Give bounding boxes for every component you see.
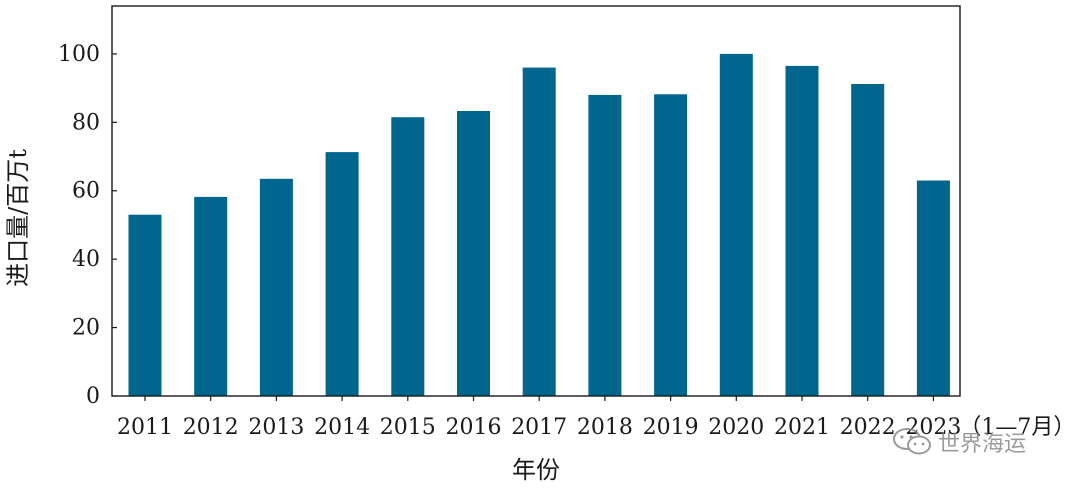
bar-2018 — [588, 94, 622, 397]
bar-2013 — [259, 178, 293, 396]
bar-2017 — [522, 67, 556, 396]
y-tick-label-40: 40 — [72, 247, 100, 272]
x-tick-label-suffix: （1—7月） — [959, 415, 1075, 440]
bar-2023 — [916, 180, 950, 396]
y-tick-label-20: 20 — [72, 316, 100, 341]
x-tick-label-2016: 2016 — [446, 415, 502, 440]
y-tick-label-100: 100 — [58, 42, 100, 67]
x-axis: 2011 2012 2013 2014 2015 2016 2017 2018 2019 2020… — [117, 396, 1075, 440]
x-tick-label-2014: 2014 — [314, 415, 370, 440]
x-tick-label-2021: 2021 — [774, 415, 830, 440]
bar-2021 — [785, 65, 819, 397]
x-tick-label-2013: 2013 — [248, 415, 304, 440]
x-tick-label-2023: 2023 — [905, 415, 961, 440]
bar-2016 — [457, 111, 490, 396]
bar-2011 — [128, 214, 162, 396]
y-tick-label-0: 0 — [86, 384, 100, 409]
x-tick-label-2012: 2012 — [183, 415, 239, 440]
x-tick-label-2017: 2017 — [511, 415, 567, 440]
y-tick-label-60: 60 — [72, 179, 100, 204]
bar-2014 — [325, 152, 359, 396]
bar-2015 — [391, 117, 425, 396]
x-axis-title: 年份 — [512, 456, 560, 484]
bar-2022 — [851, 84, 885, 396]
watermark: 世界海运 — [892, 426, 1026, 458]
watermark-text: 世界海运 — [938, 432, 1027, 457]
y-axis: 0 20 40 60 80 100 — [58, 42, 117, 409]
bar-2019 — [654, 94, 688, 397]
bar-2012 — [194, 196, 228, 396]
bar-2020 — [719, 53, 753, 397]
wechat-icon — [893, 428, 931, 455]
x-tick-label-2011: 2011 — [117, 415, 173, 440]
x-tick-label-2019: 2019 — [643, 415, 699, 440]
y-axis-title: 进口量/百万t — [4, 149, 32, 287]
x-tick-label-2018: 2018 — [577, 415, 633, 440]
x-tick-label-2022: 2022 — [840, 415, 896, 440]
x-tick-label-2015: 2015 — [380, 415, 436, 440]
y-tick-label-80: 80 — [72, 110, 100, 135]
plot-frame — [111, 5, 961, 397]
bars-group — [128, 53, 950, 397]
x-tick-label-2020: 2020 — [708, 415, 764, 440]
